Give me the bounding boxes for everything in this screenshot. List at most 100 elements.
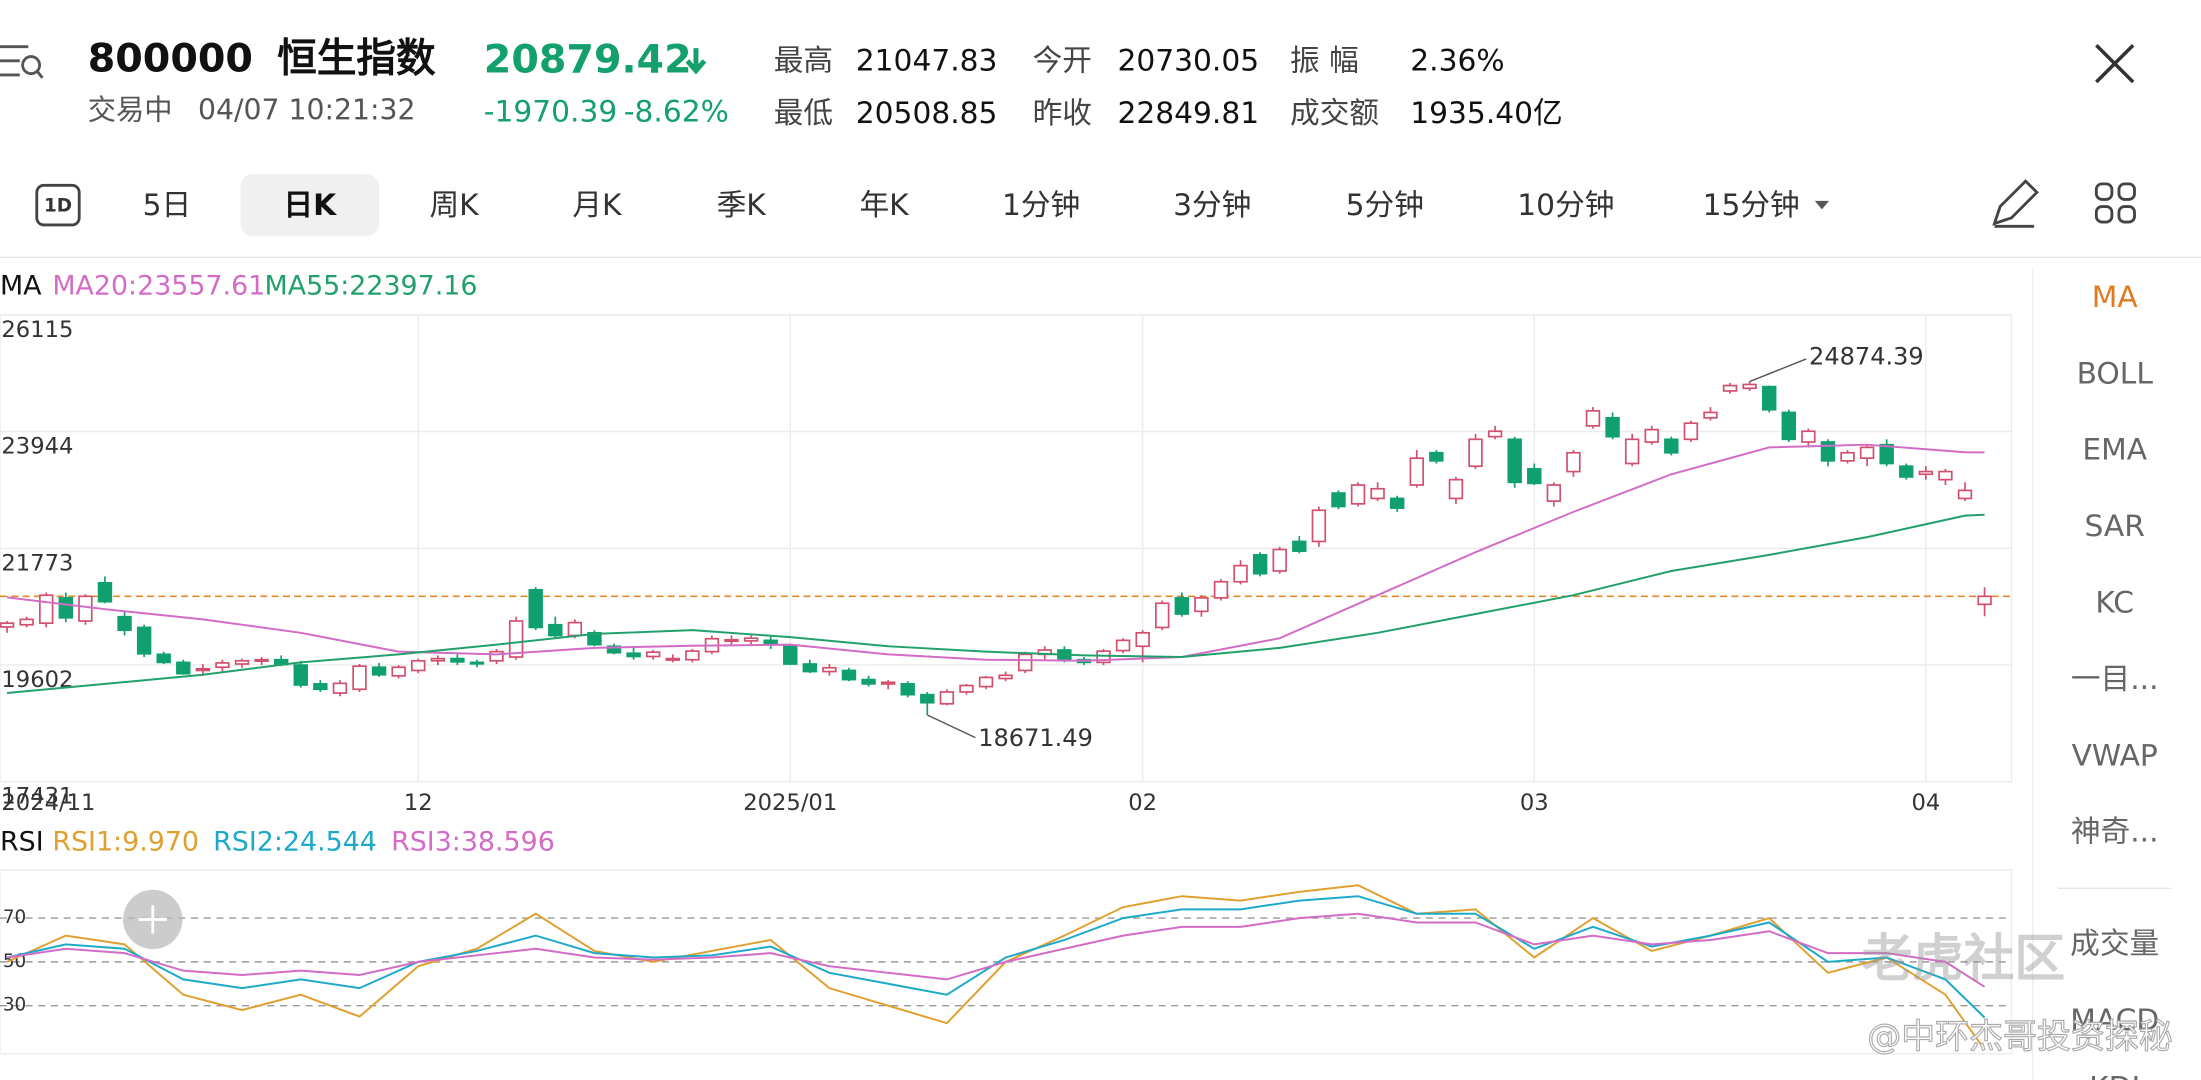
tab[interactable]: 5分钟 bbox=[1346, 188, 1424, 223]
tab[interactable]: 日K bbox=[283, 188, 337, 223]
candle-body bbox=[1918, 470, 1934, 476]
candle-body bbox=[450, 657, 465, 663]
y-tick-label: 30 bbox=[3, 995, 26, 1016]
annotation: 18671.49 bbox=[978, 724, 1093, 752]
candle-body bbox=[489, 650, 504, 662]
stat-value: 1935.40亿 bbox=[1410, 96, 1562, 131]
tab[interactable]: 周K bbox=[429, 188, 480, 223]
candle-body bbox=[528, 588, 543, 629]
layout-icon[interactable] bbox=[2094, 182, 2136, 224]
candle-body bbox=[1331, 492, 1346, 508]
candle-body bbox=[998, 674, 1013, 680]
candle-body bbox=[1801, 430, 1816, 443]
status: 交易中 bbox=[88, 94, 173, 127]
candle-body bbox=[587, 631, 602, 646]
side-item[interactable]: MACD bbox=[2070, 1003, 2159, 1038]
candle-body bbox=[1644, 428, 1659, 443]
tab[interactable]: 10分钟 bbox=[1517, 188, 1614, 223]
x-tick-label: 04 bbox=[1911, 790, 1940, 816]
menu-icon[interactable] bbox=[0, 45, 44, 79]
stat-label: 最低 bbox=[774, 96, 833, 131]
candle-body bbox=[645, 651, 661, 658]
y-tick-label: 21773 bbox=[1, 550, 73, 576]
candle-body bbox=[39, 594, 54, 625]
tab[interactable]: 年K bbox=[859, 188, 910, 223]
candle-body bbox=[1703, 411, 1718, 419]
stat-label: 成交额 bbox=[1290, 96, 1379, 131]
candle-body bbox=[1683, 422, 1699, 441]
tab[interactable]: 1D bbox=[44, 196, 72, 217]
side-item[interactable]: VWAP bbox=[2072, 738, 2158, 773]
legend-entry: RSI2:24.544 bbox=[213, 827, 377, 858]
side-item[interactable]: KDJ bbox=[2089, 1071, 2140, 1080]
candle-body bbox=[234, 659, 250, 665]
legend-entry: RSI3:38.596 bbox=[391, 827, 555, 858]
down-arrow bbox=[685, 48, 707, 75]
candle-body bbox=[1135, 631, 1150, 648]
tab[interactable]: 5日 bbox=[143, 188, 192, 223]
candle-body bbox=[724, 638, 739, 643]
side-item[interactable]: 神奇... bbox=[2071, 815, 2159, 850]
candle-body bbox=[626, 652, 641, 658]
candle-body bbox=[1272, 548, 1287, 572]
annotation: 24874.39 bbox=[1809, 343, 1924, 371]
candle-body bbox=[1585, 409, 1601, 427]
candle-body bbox=[939, 691, 955, 705]
candle-body bbox=[1507, 438, 1522, 484]
change: -1970.39 bbox=[484, 95, 617, 130]
candle-body bbox=[1527, 468, 1542, 485]
candle-body bbox=[97, 581, 113, 603]
rsi-panel bbox=[0, 869, 2013, 1055]
candle-body bbox=[136, 626, 152, 655]
side-item[interactable]: MA bbox=[2092, 280, 2139, 315]
candle-body bbox=[371, 666, 387, 676]
x-tick-label: 2025/01 bbox=[743, 790, 837, 816]
candle-body bbox=[1840, 451, 1855, 462]
close-button[interactable] bbox=[2095, 44, 2135, 84]
candle-body bbox=[430, 657, 446, 662]
rsi-line bbox=[6, 912, 1986, 988]
candle-body bbox=[19, 618, 34, 626]
side-item[interactable]: BOLL bbox=[2077, 356, 2154, 391]
candle-body bbox=[1899, 465, 1914, 478]
candle-body bbox=[1115, 639, 1131, 652]
candle-body bbox=[469, 661, 485, 665]
side-item[interactable]: KC bbox=[2095, 586, 2134, 621]
candle-body bbox=[743, 637, 759, 642]
side-item[interactable]: SAR bbox=[2085, 509, 2145, 544]
ma-line bbox=[6, 513, 1985, 695]
candle-body bbox=[1977, 595, 1992, 606]
candle-body bbox=[215, 662, 230, 669]
legend-title: RSI bbox=[0, 827, 44, 858]
candle-body bbox=[1859, 446, 1875, 459]
side-item[interactable]: 成交量 bbox=[2070, 926, 2159, 961]
side-item[interactable]: EMA bbox=[2082, 433, 2147, 468]
tab[interactable]: 3分钟 bbox=[1173, 188, 1251, 223]
tab-icon[interactable] bbox=[35, 183, 81, 227]
tab[interactable]: 季K bbox=[717, 188, 768, 223]
candle-body bbox=[1292, 540, 1307, 552]
candle-body bbox=[332, 682, 348, 694]
candle-body bbox=[1252, 554, 1268, 575]
candle-body bbox=[1429, 451, 1444, 462]
candle-body bbox=[822, 666, 837, 673]
candle-body bbox=[1546, 484, 1562, 502]
legend-title: MA bbox=[0, 271, 42, 302]
dropdown-caret[interactable] bbox=[1814, 200, 1829, 210]
watermark: @中环杰哥投资探秘 bbox=[1867, 1017, 2172, 1057]
tab[interactable]: 15分钟 bbox=[1703, 188, 1800, 223]
annotation-leader bbox=[1749, 358, 1807, 383]
candle-body bbox=[1174, 597, 1190, 615]
x-tick-label: 03 bbox=[1520, 790, 1549, 816]
tab[interactable]: 月K bbox=[572, 188, 623, 223]
ma-line bbox=[6, 443, 1985, 662]
tab[interactable]: 1分钟 bbox=[1002, 188, 1080, 223]
candle-body bbox=[763, 639, 778, 645]
side-item[interactable]: 一目... bbox=[2071, 662, 2159, 697]
candle-body bbox=[1781, 411, 1796, 441]
add-icon bbox=[138, 905, 167, 934]
tab-selected-bg bbox=[240, 173, 380, 237]
draw-icon[interactable] bbox=[1992, 179, 2039, 228]
candle-body bbox=[978, 676, 994, 688]
